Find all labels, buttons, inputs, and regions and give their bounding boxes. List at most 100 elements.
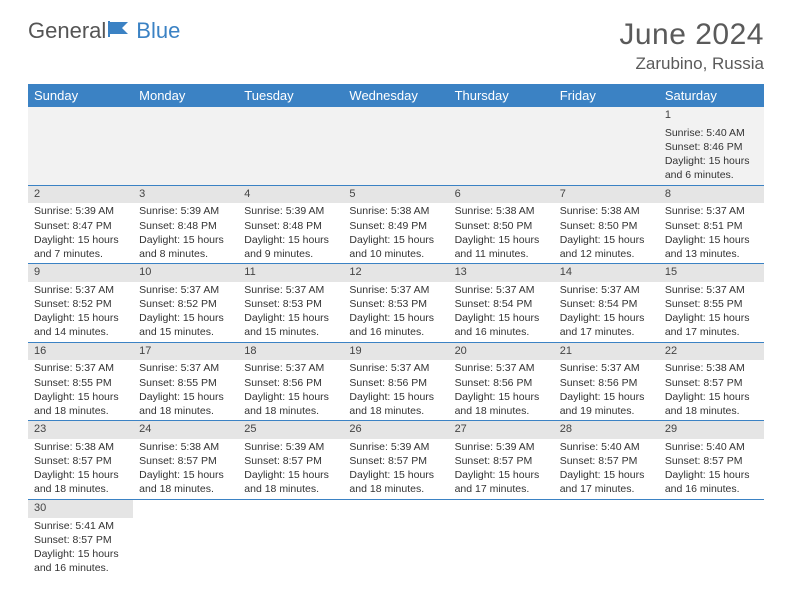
calendar-cell: 28Sunrise: 5:40 AMSunset: 8:57 PMDayligh… xyxy=(554,421,659,500)
detail-line: Sunset: 8:57 PM xyxy=(665,454,758,468)
day-number: 14 xyxy=(554,264,659,282)
day-number: 30 xyxy=(28,500,133,518)
calendar-cell xyxy=(449,499,554,577)
detail-line: Sunset: 8:49 PM xyxy=(349,219,442,233)
detail-line: and 16 minutes. xyxy=(34,561,127,575)
flag-icon xyxy=(108,19,132,44)
detail-line: and 11 minutes. xyxy=(455,247,548,261)
detail-line: and 18 minutes. xyxy=(139,482,232,496)
detail-line: and 13 minutes. xyxy=(665,247,758,261)
detail-line: Daylight: 15 hours xyxy=(560,311,653,325)
detail-line: Daylight: 15 hours xyxy=(665,390,758,404)
day-detail: Sunrise: 5:39 AMSunset: 8:47 PMDaylight:… xyxy=(28,203,133,263)
detail-line: Sunrise: 5:37 AM xyxy=(34,283,127,297)
detail-line: Daylight: 15 hours xyxy=(34,468,127,482)
calendar-cell: 8Sunrise: 5:37 AMSunset: 8:51 PMDaylight… xyxy=(659,185,764,264)
calendar-cell: 21Sunrise: 5:37 AMSunset: 8:56 PMDayligh… xyxy=(554,342,659,421)
calendar-cell xyxy=(238,107,343,185)
day-number: 13 xyxy=(449,264,554,282)
detail-line: and 8 minutes. xyxy=(139,247,232,261)
day-detail: Sunrise: 5:39 AMSunset: 8:57 PMDaylight:… xyxy=(449,439,554,499)
calendar-cell: 20Sunrise: 5:37 AMSunset: 8:56 PMDayligh… xyxy=(449,342,554,421)
day-number: 10 xyxy=(133,264,238,282)
day-header: Monday xyxy=(133,84,238,107)
calendar-head: SundayMondayTuesdayWednesdayThursdayFrid… xyxy=(28,84,764,107)
day-detail: Sunrise: 5:38 AMSunset: 8:57 PMDaylight:… xyxy=(28,439,133,499)
day-header: Saturday xyxy=(659,84,764,107)
month-title: June 2024 xyxy=(619,18,764,52)
detail-line: and 18 minutes. xyxy=(244,404,337,418)
day-number: 2 xyxy=(28,186,133,204)
detail-line: Sunrise: 5:39 AM xyxy=(34,204,127,218)
day-number: 11 xyxy=(238,264,343,282)
day-detail: Sunrise: 5:37 AMSunset: 8:56 PMDaylight:… xyxy=(449,360,554,420)
calendar-cell xyxy=(133,499,238,577)
detail-line: Sunrise: 5:40 AM xyxy=(665,440,758,454)
day-detail: Sunrise: 5:40 AMSunset: 8:57 PMDaylight:… xyxy=(659,439,764,499)
calendar-cell xyxy=(554,499,659,577)
detail-line: Sunset: 8:53 PM xyxy=(349,297,442,311)
calendar-table: SundayMondayTuesdayWednesdayThursdayFrid… xyxy=(28,84,764,577)
detail-line: Daylight: 15 hours xyxy=(244,468,337,482)
detail-line: Sunset: 8:47 PM xyxy=(34,219,127,233)
detail-line: Sunset: 8:51 PM xyxy=(665,219,758,233)
calendar-cell: 23Sunrise: 5:38 AMSunset: 8:57 PMDayligh… xyxy=(28,421,133,500)
detail-line: Sunrise: 5:38 AM xyxy=(34,440,127,454)
detail-line: Sunset: 8:52 PM xyxy=(34,297,127,311)
day-number: 4 xyxy=(238,186,343,204)
calendar-body: 1Sunrise: 5:40 AMSunset: 8:46 PMDaylight… xyxy=(28,107,764,577)
detail-line: Sunrise: 5:37 AM xyxy=(455,361,548,375)
calendar-cell: 16Sunrise: 5:37 AMSunset: 8:55 PMDayligh… xyxy=(28,342,133,421)
detail-line: Daylight: 15 hours xyxy=(244,311,337,325)
day-number: 15 xyxy=(659,264,764,282)
calendar-cell xyxy=(343,107,448,185)
detail-line: Sunset: 8:54 PM xyxy=(455,297,548,311)
detail-line: Sunrise: 5:38 AM xyxy=(455,204,548,218)
detail-line: Sunrise: 5:39 AM xyxy=(455,440,548,454)
day-detail: Sunrise: 5:39 AMSunset: 8:48 PMDaylight:… xyxy=(238,203,343,263)
detail-line: Sunset: 8:55 PM xyxy=(139,376,232,390)
detail-line: Daylight: 15 hours xyxy=(349,468,442,482)
detail-line: and 17 minutes. xyxy=(455,482,548,496)
calendar-cell: 27Sunrise: 5:39 AMSunset: 8:57 PMDayligh… xyxy=(449,421,554,500)
detail-line: and 10 minutes. xyxy=(349,247,442,261)
day-detail: Sunrise: 5:37 AMSunset: 8:51 PMDaylight:… xyxy=(659,203,764,263)
detail-line: Sunrise: 5:39 AM xyxy=(349,440,442,454)
detail-line: Sunrise: 5:38 AM xyxy=(349,204,442,218)
calendar-cell: 2Sunrise: 5:39 AMSunset: 8:47 PMDaylight… xyxy=(28,185,133,264)
detail-line: Sunset: 8:57 PM xyxy=(34,533,127,547)
detail-line: and 18 minutes. xyxy=(665,404,758,418)
detail-line: Sunrise: 5:39 AM xyxy=(244,440,337,454)
day-detail: Sunrise: 5:38 AMSunset: 8:57 PMDaylight:… xyxy=(659,360,764,420)
calendar-cell: 4Sunrise: 5:39 AMSunset: 8:48 PMDaylight… xyxy=(238,185,343,264)
calendar-row: 1Sunrise: 5:40 AMSunset: 8:46 PMDaylight… xyxy=(28,107,764,185)
calendar-cell: 10Sunrise: 5:37 AMSunset: 8:52 PMDayligh… xyxy=(133,264,238,343)
day-detail: Sunrise: 5:37 AMSunset: 8:54 PMDaylight:… xyxy=(449,282,554,342)
day-detail: Sunrise: 5:40 AMSunset: 8:46 PMDaylight:… xyxy=(659,125,764,185)
calendar-cell: 17Sunrise: 5:37 AMSunset: 8:55 PMDayligh… xyxy=(133,342,238,421)
calendar-cell: 30Sunrise: 5:41 AMSunset: 8:57 PMDayligh… xyxy=(28,499,133,577)
detail-line: Daylight: 15 hours xyxy=(560,390,653,404)
detail-line: and 17 minutes. xyxy=(560,482,653,496)
day-number: 3 xyxy=(133,186,238,204)
day-number: 20 xyxy=(449,343,554,361)
calendar-cell: 11Sunrise: 5:37 AMSunset: 8:53 PMDayligh… xyxy=(238,264,343,343)
detail-line: Daylight: 15 hours xyxy=(139,311,232,325)
calendar-row: 2Sunrise: 5:39 AMSunset: 8:47 PMDaylight… xyxy=(28,185,764,264)
day-header: Sunday xyxy=(28,84,133,107)
detail-line: Daylight: 15 hours xyxy=(455,311,548,325)
detail-line: and 15 minutes. xyxy=(139,325,232,339)
day-number: 27 xyxy=(449,421,554,439)
detail-line: Sunset: 8:50 PM xyxy=(455,219,548,233)
detail-line: Sunset: 8:57 PM xyxy=(34,454,127,468)
calendar-cell: 14Sunrise: 5:37 AMSunset: 8:54 PMDayligh… xyxy=(554,264,659,343)
detail-line: Sunrise: 5:38 AM xyxy=(560,204,653,218)
detail-line: Sunrise: 5:37 AM xyxy=(139,361,232,375)
day-number: 24 xyxy=(133,421,238,439)
detail-line: Sunset: 8:53 PM xyxy=(244,297,337,311)
detail-line: Daylight: 15 hours xyxy=(560,233,653,247)
day-number: 23 xyxy=(28,421,133,439)
day-number: 16 xyxy=(28,343,133,361)
detail-line: Sunrise: 5:37 AM xyxy=(560,361,653,375)
detail-line: Daylight: 15 hours xyxy=(665,311,758,325)
